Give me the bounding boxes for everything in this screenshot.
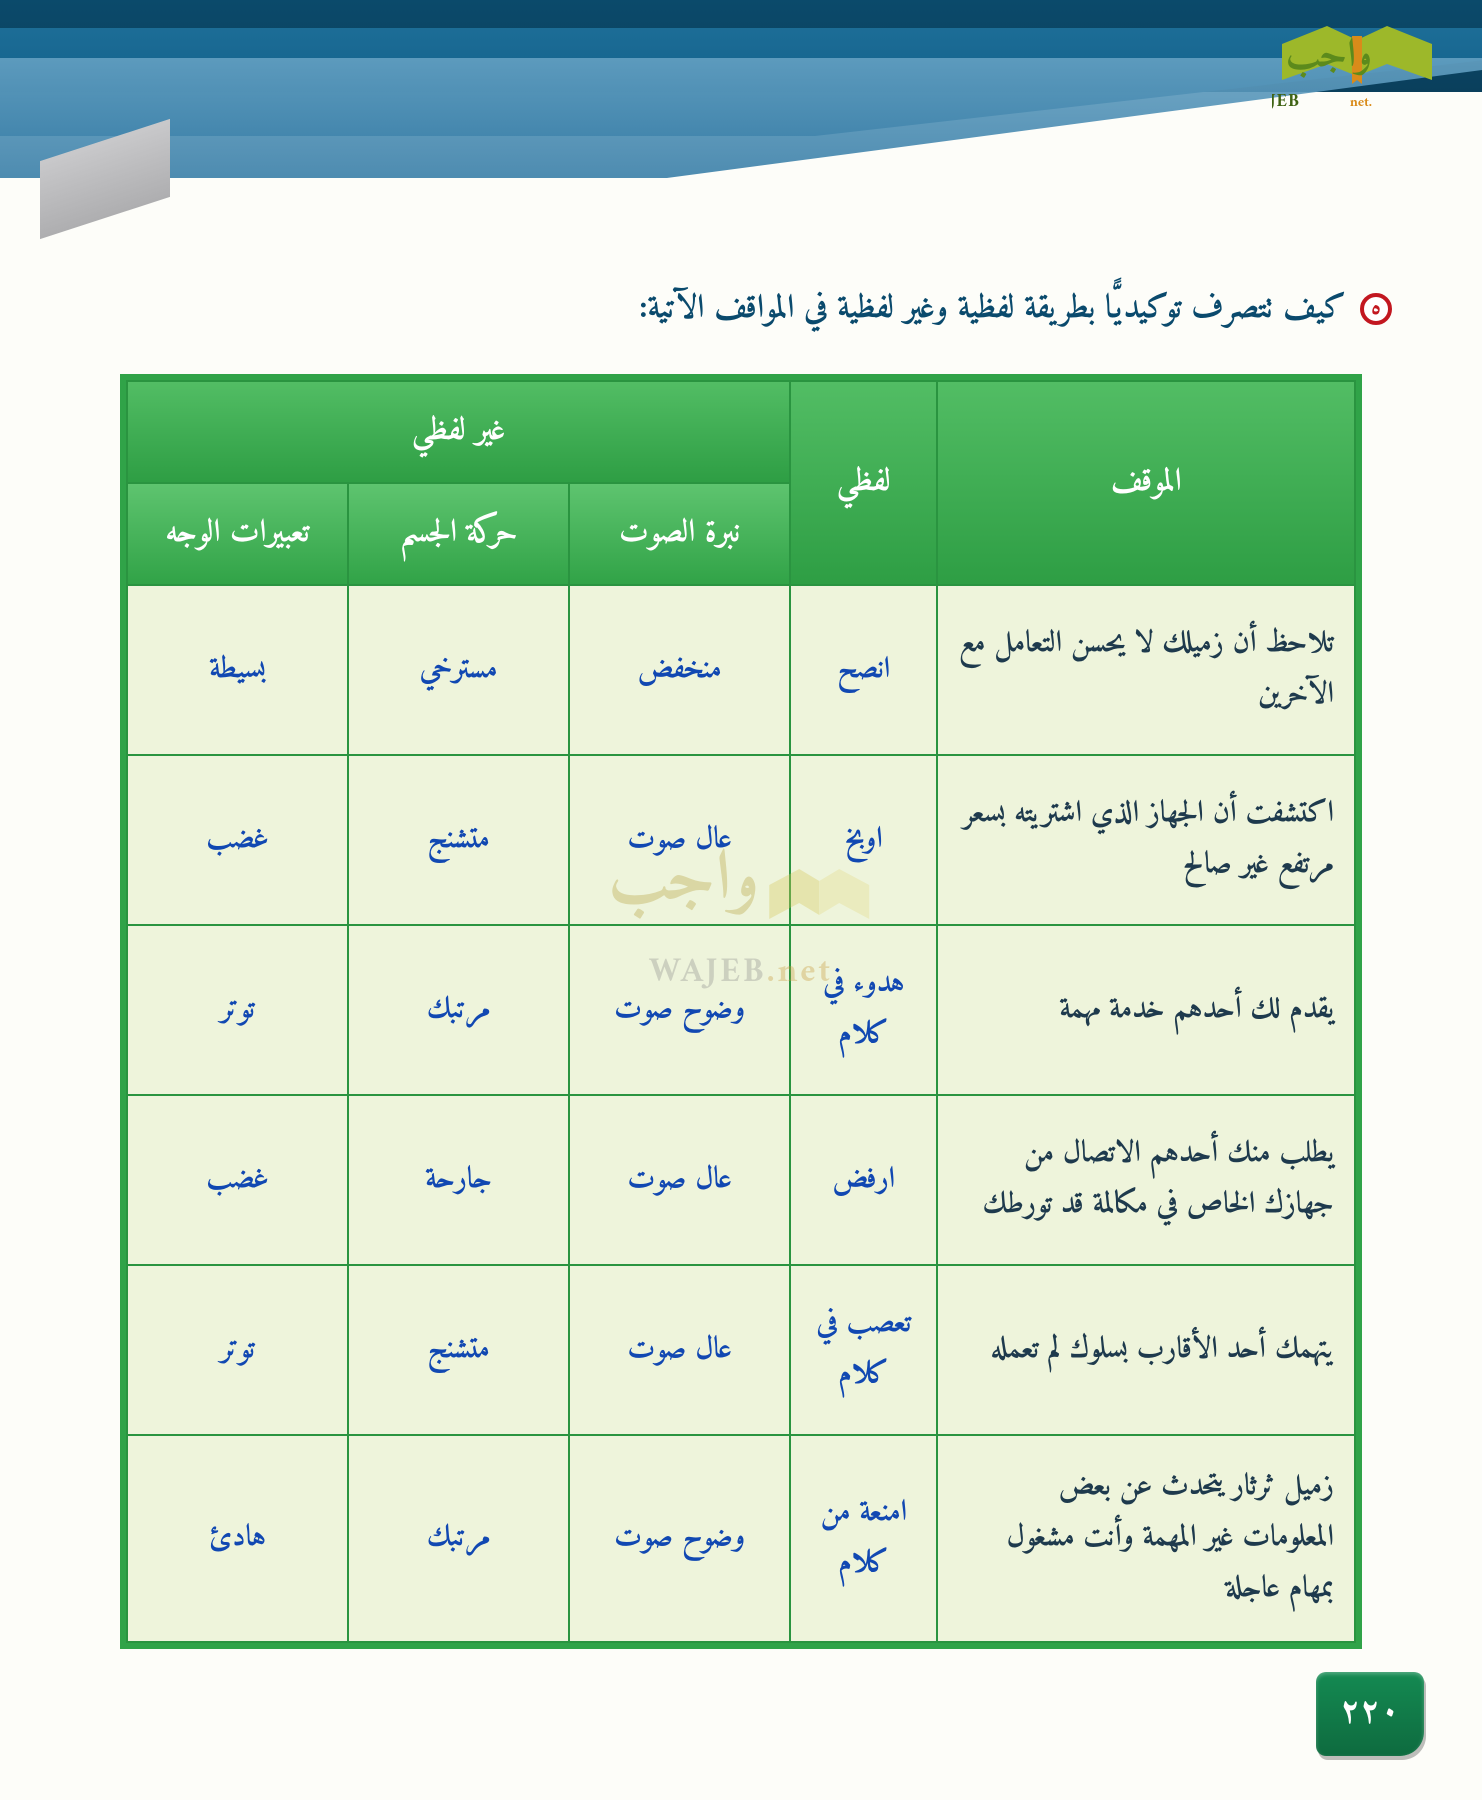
cell-tone: عال صوت xyxy=(569,755,790,925)
cell-verbal: امنعة من كلام xyxy=(790,1435,937,1642)
cell-body: مرتبك xyxy=(348,1435,569,1642)
th-tone: نبرة الصوت xyxy=(569,483,790,585)
assertive-behavior-table: الموقف لفظي غير لفظي نبرة الصوت حركة الج… xyxy=(126,380,1356,1643)
logo-text-en: WAJEB xyxy=(1272,87,1300,116)
table-container: الموقف لفظي غير لفظي نبرة الصوت حركة الج… xyxy=(120,374,1362,1649)
cell-face: غضب xyxy=(127,1095,348,1265)
cell-face: بسيطة xyxy=(127,585,348,755)
cell-situation: زميل ثرثار يتحدث عن بعض المعلومات غير ال… xyxy=(937,1435,1355,1642)
cell-tone: وضوح صوت xyxy=(569,925,790,1095)
table-row: يطلب منك أحدهم الاتصال من جهازك الخاص في… xyxy=(127,1095,1355,1265)
page-number-badge: ٢٢٠ xyxy=(1316,1672,1424,1756)
cell-tone: عال صوت xyxy=(569,1265,790,1435)
th-face: تعبيرات الوجه xyxy=(127,483,348,585)
book-icon: واجب WAJEB .net xyxy=(1272,6,1442,116)
table-row: اكتشفت أن الجهاز الذي اشتريته بسعر مرتفع… xyxy=(127,755,1355,925)
top-banner: واجب WAJEB .net xyxy=(0,0,1482,160)
site-logo: واجب WAJEB .net xyxy=(1272,6,1442,116)
table-row: تلاحظ أن زميلك لا يحسن التعامل مع الآخري… xyxy=(127,585,1355,755)
cell-body: جارحة xyxy=(348,1095,569,1265)
cell-body: متشنج xyxy=(348,1265,569,1435)
th-nonverbal-group: غير لفظي xyxy=(127,381,790,483)
cell-body: متشنج xyxy=(348,755,569,925)
table-row: يقدم لك أحدهم خدمة مهمةهدوء في كلاموضوح … xyxy=(127,925,1355,1095)
cell-face: غضب xyxy=(127,755,348,925)
cell-face: توتر xyxy=(127,925,348,1095)
cell-tone: عال صوت xyxy=(569,1095,790,1265)
cell-body: مرتبك xyxy=(348,925,569,1095)
logo-text-net: .net xyxy=(1350,90,1372,115)
page-container: واجب WAJEB .net ٥ كيف تتصرف توكيديًّا بط… xyxy=(0,0,1482,1800)
cell-tone: وضوح صوت xyxy=(569,1435,790,1642)
cell-face: هادئ xyxy=(127,1435,348,1642)
cell-situation: يقدم لك أحدهم خدمة مهمة xyxy=(937,925,1355,1095)
cell-body: مسترخي xyxy=(348,585,569,755)
cell-verbal: انصح xyxy=(790,585,937,755)
table-row: زميل ثرثار يتحدث عن بعض المعلومات غير ال… xyxy=(127,1435,1355,1642)
question-text: كيف تتصرف توكيديًّا بطريقة لفظية وغير لف… xyxy=(639,280,1346,338)
cell-situation: تلاحظ أن زميلك لا يحسن التعامل مع الآخري… xyxy=(937,585,1355,755)
th-situation: الموقف xyxy=(937,381,1355,585)
question-row: ٥ كيف تتصرف توكيديًّا بطريقة لفظية وغير … xyxy=(0,160,1482,338)
table-body: تلاحظ أن زميلك لا يحسن التعامل مع الآخري… xyxy=(127,585,1355,1642)
th-verbal: لفظي xyxy=(790,381,937,585)
logo-text-ar: واجب xyxy=(1286,22,1372,92)
th-body: حركة الجسم xyxy=(348,483,569,585)
cell-verbal: تعصب في كلام xyxy=(790,1265,937,1435)
table-row: يتهمك أحد الأقارب بسلوك لم تعملهتعصب في … xyxy=(127,1265,1355,1435)
question-number-bullet: ٥ xyxy=(1360,293,1392,325)
cell-verbal: هدوء في كلام xyxy=(790,925,937,1095)
cell-situation: اكتشفت أن الجهاز الذي اشتريته بسعر مرتفع… xyxy=(937,755,1355,925)
cell-situation: يتهمك أحد الأقارب بسلوك لم تعمله xyxy=(937,1265,1355,1435)
cell-verbal: اوبخ xyxy=(790,755,937,925)
cell-situation: يطلب منك أحدهم الاتصال من جهازك الخاص في… xyxy=(937,1095,1355,1265)
cell-tone: منخفض xyxy=(569,585,790,755)
cell-face: توتر xyxy=(127,1265,348,1435)
cell-verbal: ارفض xyxy=(790,1095,937,1265)
